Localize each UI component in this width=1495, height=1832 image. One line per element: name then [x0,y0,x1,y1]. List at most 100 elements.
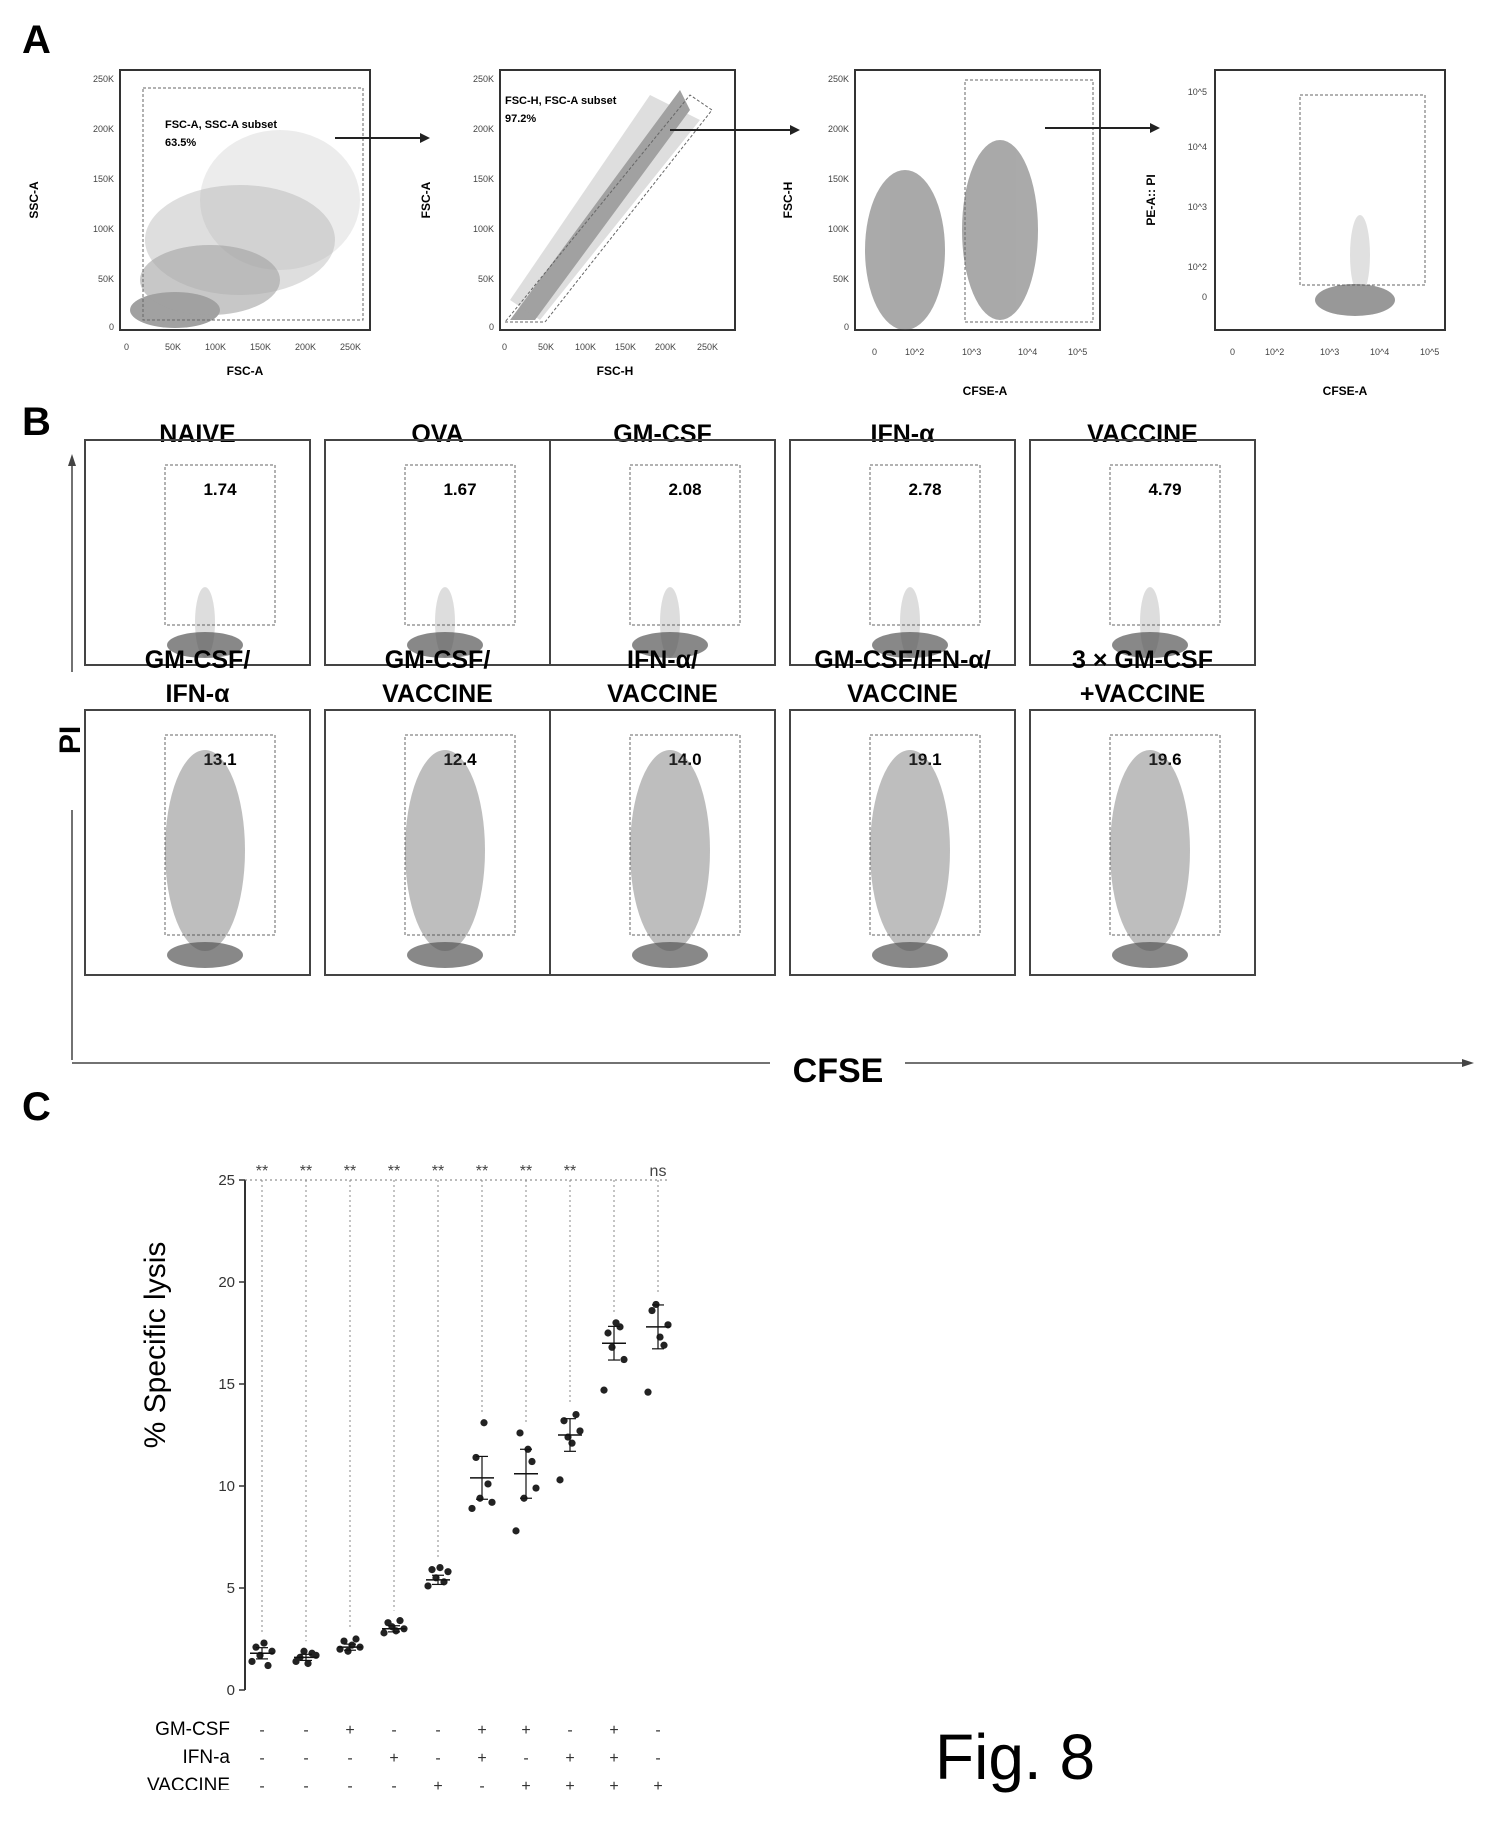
x-tick-labels: 0 10^2 10^3 10^4 10^5 [1230,347,1439,357]
treatment-cell: - [655,1722,660,1739]
panel-c-specific-lysis-chart: % Specific lysis 0 5 10 15 20 25 ** ** ** ** ** ** *… [139,1163,672,1790]
y-tick-label: 10 [218,1478,235,1495]
significance-label: ** [520,1163,532,1180]
panel-b-cytotoxicity-plots: PI CFSE NAIVE 1.74 OVA 1.67 GM-CSF 2.08 IFN-α 2… [54,420,1474,1090]
axis-label-y: FSC-A [419,181,433,218]
treatment-cell: - [391,1778,396,1790]
arrow [670,125,800,135]
scatter-cloud [1315,215,1395,316]
gate-rectangle [869,734,981,936]
gate-value: 19.1 [908,750,941,769]
svg-text:200K: 200K [93,124,114,134]
treatment-cell: + [389,1750,398,1767]
cell-population [1112,942,1188,968]
svg-text:100K: 100K [93,224,114,234]
y-tick-labels: 0 10^2 10^3 10^4 10^5 [1188,87,1207,302]
plot-title: NAIVE [159,420,235,448]
treatment-cell: + [609,1750,618,1767]
cell-population-spread [405,750,485,951]
x-tick-labels: 0 10^2 10^3 10^4 10^5 [872,347,1087,357]
data-point [340,1637,348,1645]
flow-plot: 3 × GM-CSF +VACCINE 19.6 [1029,646,1256,976]
svg-text:100K: 100K [575,342,596,352]
axis-label-x: FSC-A [227,364,264,378]
flow-plot: GM-CSF/IFN-α 13.1 [84,646,311,976]
significance-label: ** [564,1163,576,1180]
gate-rectangle [629,464,741,626]
scatter-cloud [865,140,1038,330]
svg-text:0: 0 [502,342,507,352]
plot-frame [1029,709,1256,976]
cell-population-spread [1140,587,1160,658]
gate-polygon [503,94,713,323]
plot-frame [1029,439,1256,666]
svg-text:150K: 150K [93,174,114,184]
data-point [380,1629,388,1637]
gate-value: 2.08 [668,480,701,499]
significance-label: ns [650,1163,667,1180]
data-point [644,1388,652,1396]
svg-text:10^2: 10^2 [905,347,924,357]
plot-title: GM-CSF/ [385,646,491,674]
axis-label-x: CFSE-A [963,384,1008,398]
cell-population-spread [165,750,245,951]
treatment-cell: - [303,1722,308,1739]
data-point [444,1568,452,1576]
panel-letter-a: A [22,18,51,62]
svg-text:0: 0 [1230,347,1235,357]
svg-text:150K: 150K [473,174,494,184]
plot-title: VACCINE [607,680,718,708]
significance-label: ** [388,1163,400,1180]
treatment-cell: - [567,1722,572,1739]
svg-text:100K: 100K [473,224,494,234]
gate-value: 4.79 [1148,480,1181,499]
axis-label-x: FSC-H [597,364,634,378]
pi-axis-label: PI [54,726,87,754]
svg-text:10^2: 10^2 [1265,347,1284,357]
significance-label: ** [432,1163,444,1180]
gate-rectangle [1109,734,1221,936]
gate-value: 19.6 [1148,750,1181,769]
treatment-cell: + [565,1750,574,1767]
treatment-cell: - [523,1750,528,1767]
treatment-cell: + [477,1750,486,1767]
data-point [264,1661,272,1670]
treatment-cell: - [303,1750,308,1767]
data-point [512,1527,520,1535]
scatter-cloud [130,130,360,328]
arrow [1045,123,1160,133]
panel-letter-b: B [22,400,51,444]
cell-population [632,632,708,658]
svg-text:10^4: 10^4 [1018,347,1037,357]
data-point [600,1386,608,1394]
flow-plot: IFN-α/VACCINE 14.0 [549,646,776,976]
cell-population [872,632,948,658]
data-point [484,1480,492,1488]
svg-text:50K: 50K [478,274,494,284]
treatment-cell: + [521,1722,530,1739]
cell-population [872,942,948,968]
gate-percentage: 97.2% [505,113,536,125]
treatment-cell: - [259,1750,264,1767]
plot-title: OVA [411,420,463,448]
data-point [488,1498,496,1506]
treatment-row-label: IFN-a [183,1747,231,1768]
data-point [304,1659,312,1668]
y-tick-labels: 0 50K 100K 150K 200K 250K [473,74,494,332]
svg-text:150K: 150K [828,174,849,184]
treatment-cell: + [345,1722,354,1739]
svg-text:200K: 200K [295,342,316,352]
x-tick-labels: 0 50K 100K 150K 200K 250K [124,342,361,352]
treatment-cell: - [347,1778,352,1790]
treatment-cell: + [565,1778,574,1790]
data-point [576,1427,584,1435]
data-point [660,1341,668,1349]
gate-percentage: 63.5% [165,137,196,149]
significance-label: ** [344,1163,356,1180]
plot-title: VACCINE [1087,420,1198,448]
svg-text:250K: 250K [93,74,114,84]
svg-text:10^4: 10^4 [1188,142,1207,152]
cfse-axis: CFSE [72,1052,1474,1090]
gate-value: 12.4 [443,750,477,769]
data-point [352,1635,360,1643]
